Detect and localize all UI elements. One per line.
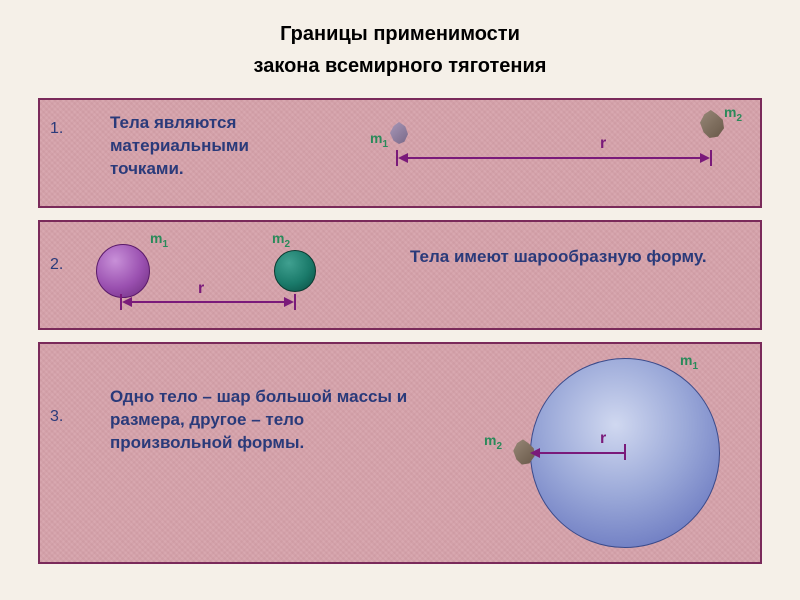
case-3-box: 3. Одно тело – шар большой массы и разме…: [38, 342, 762, 564]
mass-1-label-2: m1: [150, 230, 168, 250]
distance-arrow: [408, 157, 700, 159]
body-1-icon: [390, 122, 408, 144]
mass-2-label-3: m2: [484, 432, 502, 452]
case-1-box: 1. Тела являются материальными точками. …: [38, 98, 762, 208]
slide: Границы применимости закона всемирного т…: [0, 0, 800, 600]
arrowhead-right-icon-2: [284, 297, 294, 307]
arrowhead-left-icon-2: [122, 297, 132, 307]
sphere-1-icon: [96, 244, 150, 298]
distance-r-label: r: [600, 135, 606, 153]
arrowhead-left-icon: [398, 153, 408, 163]
sphere-2-icon: [274, 250, 316, 292]
case-2-number: 2.: [50, 256, 63, 274]
case-1-number: 1.: [50, 120, 63, 138]
case-2-text: Тела имеют шарообразную форму.: [410, 246, 710, 269]
tick-right-2: [294, 294, 296, 310]
case-3-number: 3.: [50, 408, 63, 426]
title-block: Границы применимости закона всемирного т…: [0, 0, 800, 82]
mass-1-label: m1: [370, 130, 388, 150]
title-line-1: Границы применимости: [0, 18, 800, 50]
mass-2-label-2: m2: [272, 230, 290, 250]
radius-arrow: [540, 452, 624, 454]
mass-1-label-3: m1: [680, 352, 698, 372]
case-1-text: Тела являются материальными точками.: [110, 112, 320, 181]
case-2-box: 2. Тела имеют шарообразную форму. m1 m2 …: [38, 220, 762, 330]
distance-arrow-2: [132, 301, 284, 303]
arrowhead-left-icon-3: [530, 448, 540, 458]
tick-right: [710, 150, 712, 166]
distance-r-label-2: r: [198, 280, 204, 298]
arrowhead-right-icon: [700, 153, 710, 163]
case-3-text: Одно тело – шар большой массы и размера,…: [110, 386, 420, 455]
body-2-icon: [700, 110, 724, 138]
title-line-2: закона всемирного тяготения: [0, 50, 800, 82]
mass-2-label: m2: [724, 104, 742, 124]
tick-center: [624, 444, 626, 460]
radius-r-label: r: [600, 430, 606, 448]
